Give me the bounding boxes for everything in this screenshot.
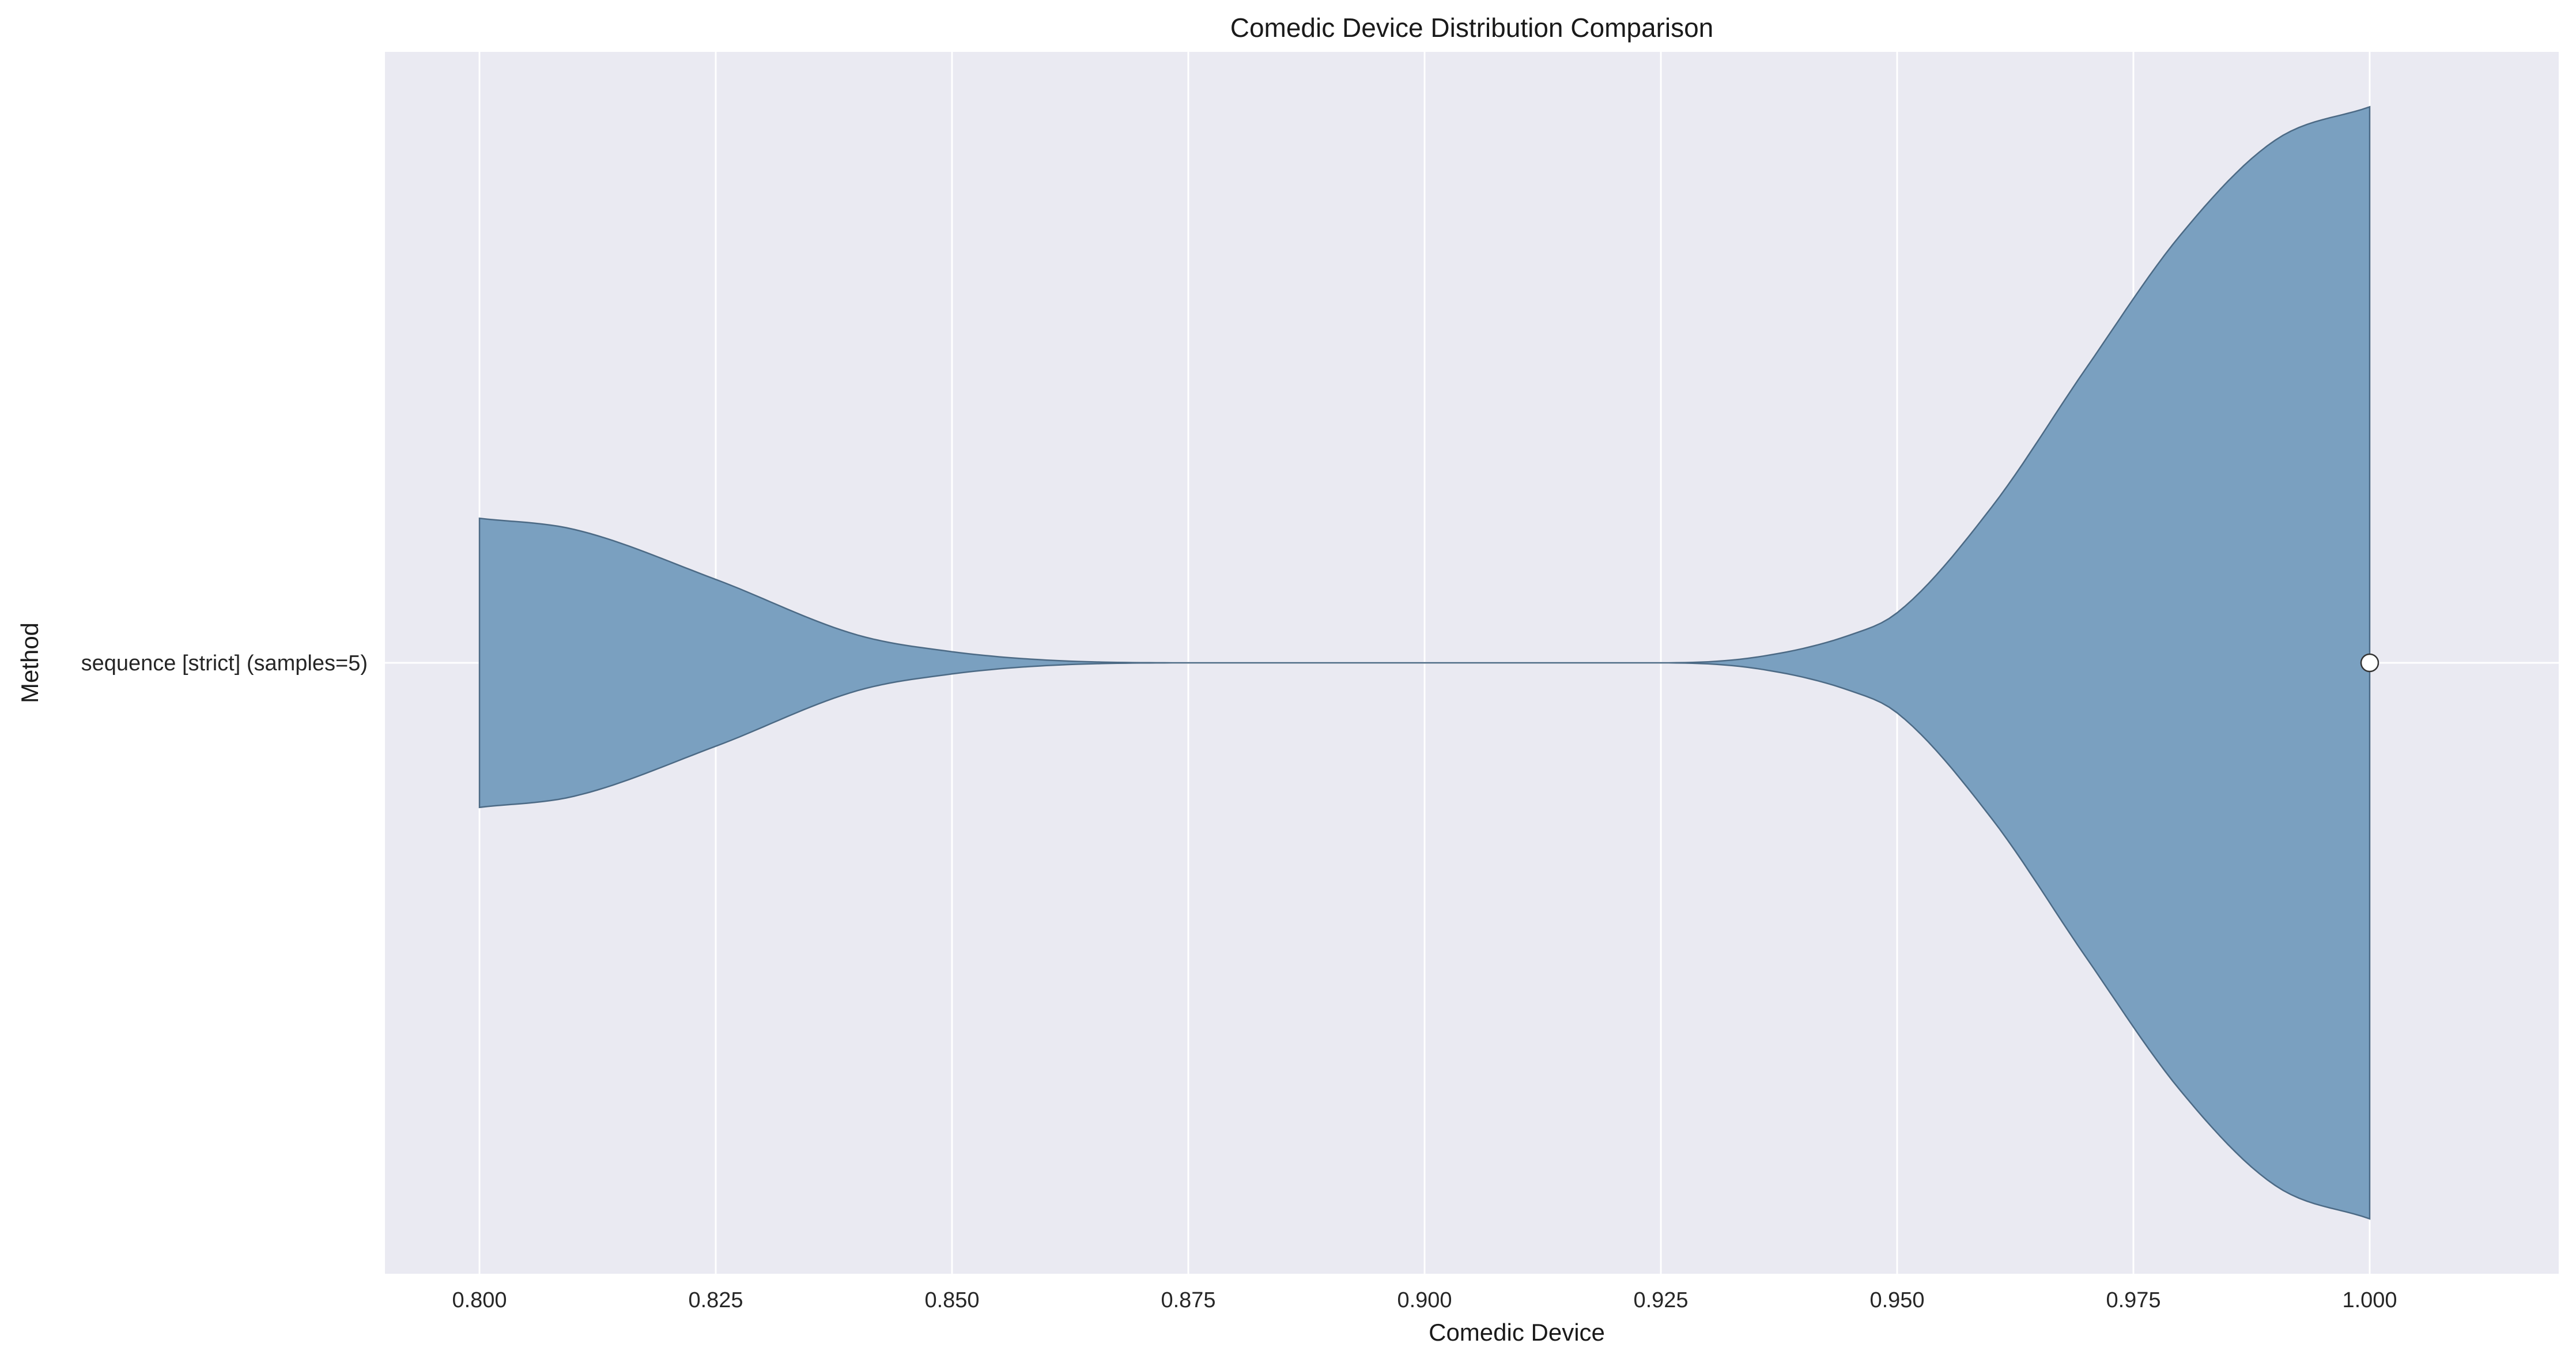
y-axis-label: Method [16,622,43,703]
x-tick-label: 0.825 [688,1288,743,1312]
x-tick-label: 0.850 [924,1288,979,1312]
x-axis-label: Comedic Device [1429,1319,1605,1346]
violin-layer [478,105,2379,1220]
y-category-label: sequence [strict] (samples=5) [81,651,368,676]
x-tick-label: 0.900 [1397,1288,1452,1312]
x-tick-label: 0.800 [452,1288,507,1312]
chart-title: Comedic Device Distribution Comparison [1230,13,1714,43]
x-tick-label: 0.875 [1161,1288,1215,1312]
violin-body [478,105,2371,1220]
y-category-labels: sequence [strict] (samples=5) [81,651,368,676]
x-tick-label: 0.925 [1633,1288,1688,1312]
x-tick-label: 0.975 [2106,1288,2160,1312]
median-marker [2360,653,2379,673]
x-tick-label: 0.950 [1869,1288,1924,1312]
x-tick-labels: 0.800 0.825 0.850 0.875 0.900 0.925 0.950 0.975… [452,1288,2397,1312]
x-tick-label: 1.000 [2342,1288,2397,1312]
